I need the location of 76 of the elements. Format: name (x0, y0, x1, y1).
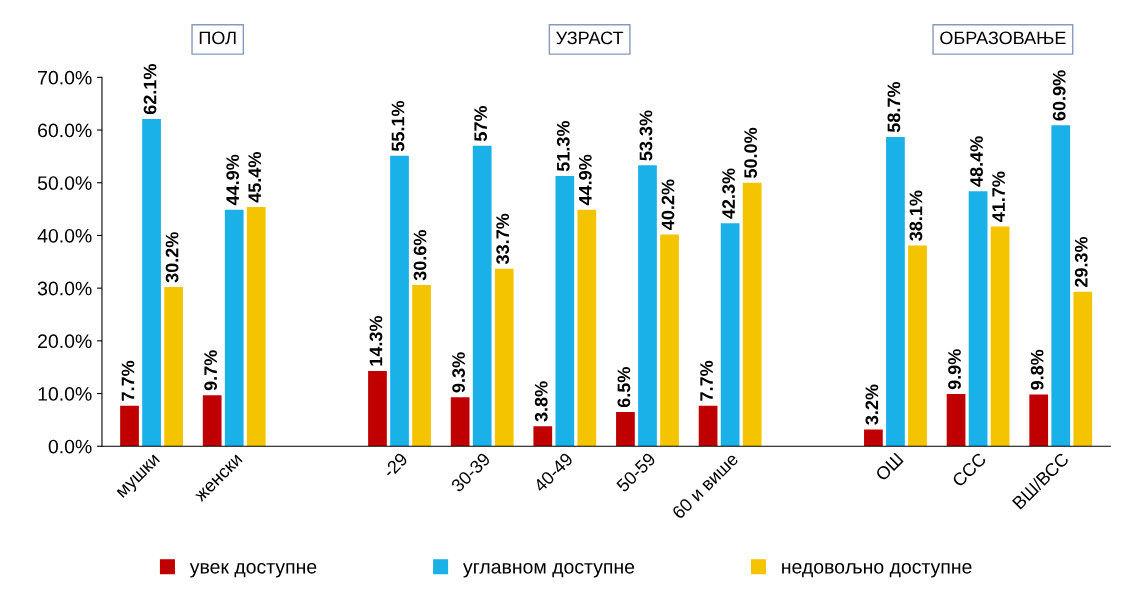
bar (246, 206, 266, 447)
x-tick-label: ОШ (874, 452, 904, 482)
bar (1029, 394, 1049, 447)
x-tick-label: -29 (381, 452, 409, 479)
y-tick-label: 10.0% (38, 387, 92, 401)
legend-label: увек доступне (189, 563, 317, 578)
bar (742, 182, 762, 447)
bar (946, 394, 966, 447)
data-label: 40.2% (661, 179, 675, 230)
legend-label: углавном доступне (463, 563, 635, 578)
legend-label: недовољно доступне (782, 563, 972, 578)
bar (164, 287, 183, 447)
bar (390, 155, 409, 447)
bar (202, 395, 222, 447)
data-label: 41.7% (992, 171, 1005, 222)
data-label: 53.3% (639, 110, 653, 161)
bar (224, 209, 244, 447)
data-label: 7.7% (700, 360, 713, 401)
data-label: 6.5% (617, 367, 631, 408)
data-label: 7.7% (121, 360, 135, 401)
bar (638, 165, 657, 447)
data-label: 3.8% (534, 381, 548, 422)
bar (698, 405, 718, 447)
bar (472, 145, 492, 447)
data-label: 9.7% (204, 350, 218, 391)
y-tick-label: 40.0% (37, 228, 92, 243)
data-label: 29.3% (1074, 236, 1088, 287)
y-tick-label: 0.0% (48, 439, 92, 454)
data-label: 45.4% (248, 152, 262, 203)
data-label: 30.6% (413, 230, 427, 281)
y-tick-label: 20.0% (38, 334, 92, 349)
bar (908, 245, 927, 447)
bar (412, 284, 431, 447)
bar (555, 175, 575, 447)
data-label: 30.2% (165, 232, 179, 283)
y-tick-label: 60.0% (38, 123, 92, 138)
bar (616, 412, 635, 447)
y-tick-label: 50.0% (37, 176, 92, 190)
data-label: 44.9% (578, 154, 592, 206)
data-label: 60.9% (1052, 70, 1066, 121)
bar (864, 429, 883, 447)
y-tick-label: 30.0% (37, 281, 92, 296)
text: ПОЛ (199, 31, 236, 45)
data-label: 9.9% (948, 349, 961, 390)
bar (968, 191, 988, 447)
data-label: 50.0% (744, 127, 758, 178)
data-label: 51.3% (556, 120, 570, 172)
bar (990, 226, 1010, 447)
bar (533, 426, 553, 447)
data-label: 14.3% (369, 315, 383, 366)
data-label: 9.8% (1030, 349, 1044, 390)
bar (368, 370, 387, 447)
bar (886, 136, 905, 447)
bar (720, 223, 740, 447)
bar (1073, 291, 1093, 447)
bar (660, 234, 679, 447)
bar (120, 405, 139, 447)
data-label: 55.1% (391, 100, 405, 152)
y-tick-label: 70.0% (38, 70, 92, 85)
data-label: 3.2% (865, 384, 879, 425)
data-label: 33.7% (496, 213, 510, 265)
text: ОБРАЗОВАЊЕ (940, 31, 1066, 45)
data-label: 44.9% (226, 154, 240, 206)
bar (494, 268, 514, 447)
text: УЗРАСТ (556, 31, 624, 45)
data-label: 42.3% (722, 168, 736, 219)
data-label: 58.7% (887, 81, 901, 133)
data-label: 48.4% (970, 136, 983, 187)
data-label: 9.3% (452, 352, 466, 393)
data-label: 62.1% (143, 64, 157, 115)
data-label: 38.1% (909, 190, 923, 241)
bar (577, 209, 597, 447)
data-label: 57% (474, 105, 488, 142)
bar (1051, 125, 1071, 447)
bar (450, 397, 470, 447)
bar (142, 118, 161, 447)
